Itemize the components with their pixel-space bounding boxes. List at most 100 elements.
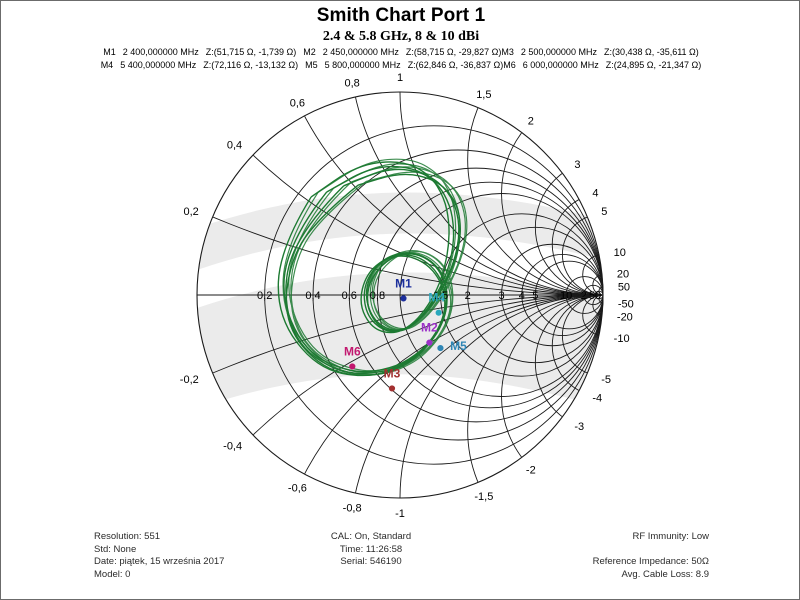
chart-marker-M1[interactable]: M1 <box>395 276 412 302</box>
marker-readout-M5-freq: 5 800,000000 MHz <box>324 60 401 70</box>
reactance-tick--0,8: -0,8 <box>343 503 362 515</box>
marker-readout-M2: M2 2 450,000000 MHz Z:(58,715 Ω, -29,827 Ω… <box>303 47 501 57</box>
footer-model: Model: 0 <box>94 568 131 580</box>
reactance-tick-4: 4 <box>592 187 598 199</box>
marker-label-M3[interactable]: M3 <box>384 366 401 380</box>
reactance-arc-50 <box>598 286 603 296</box>
resistance-tick-0,8: 0,8 <box>370 290 385 302</box>
reactance-arc--5 <box>561 294 603 377</box>
reactance-tick-3: 3 <box>574 159 580 171</box>
marker-label-M1[interactable]: M1 <box>395 276 412 290</box>
marker-readout-M4: M4 5 400,000000 MHz Z:(72,116 Ω, -13,132 Ω… <box>101 60 298 70</box>
reactance-arc-10 <box>582 253 603 296</box>
marker-label-M6[interactable]: M6 <box>344 344 361 358</box>
resistance-tick-0,4: 0,4 <box>305 290 320 302</box>
footer-serial: Serial: 546190 <box>340 556 402 568</box>
marker-label-M4[interactable]: M4 <box>428 291 445 305</box>
marker-dot-M5[interactable] <box>437 344 444 352</box>
marker-readout-M1: M1 2 400,000000 MHz Z:(51,715 Ω, -1,739 Ω) <box>103 47 296 57</box>
chart-marker-M5[interactable]: M5 <box>437 339 467 353</box>
resistance-tick-0,2: 0,2 <box>257 290 272 302</box>
chart-markers[interactable]: M1 M2 M3 M4 M5 M6 <box>344 276 467 392</box>
reactance-arc-4 <box>551 193 603 296</box>
reactance-arc-3 <box>534 159 603 296</box>
page-subtitle: 2.4 & 5.8 GHz, 8 & 10 dBi <box>322 29 480 44</box>
marker-readout-M3: M3 2 500,000000 MHz Z:(30,438 Ω, -35,611 Ω… <box>501 47 698 57</box>
reactance-arc--1.5 <box>467 294 603 498</box>
reactance-arc-1.5 <box>467 92 603 296</box>
marker-dot-M3[interactable] <box>388 385 396 392</box>
reactance-tick--1,5: -1,5 <box>474 491 493 503</box>
chart-marker-M4[interactable]: M4 <box>428 291 445 316</box>
reactance-tick--1: -1 <box>395 508 405 520</box>
reactance-arc-20 <box>592 274 603 296</box>
resistance-tick-3: 3 <box>498 290 504 302</box>
marker-readout-M6: M6 6 000,000000 MHz Z:(24,895 Ω, -21,347 Ω… <box>503 60 701 70</box>
reactance-arc--2 <box>501 294 603 498</box>
footer-middle-column: CAL: On, Standard Time: 11:26:58 Serial:… <box>271 531 471 569</box>
reactance-tick--4: -4 <box>592 393 602 405</box>
resistance-tick-1,5: 1,5 <box>433 290 448 302</box>
footer-std: Std: None <box>94 543 137 555</box>
reactance-tick-0,6: 0,6 <box>290 98 305 110</box>
marker-readout-row-1: M1 2 400,000000 MHz Z:(51,715 Ω, -1,739 Ω)… <box>1 46 799 59</box>
reactance-arc--20 <box>592 294 603 316</box>
reactance-tick--2: -2 <box>526 464 536 476</box>
reactance-tick-10: 10 <box>614 247 626 259</box>
trace-2 <box>277 161 450 377</box>
marker-readout-row-2: M4 5 400,000000 MHz Z:(72,116 Ω, -13,132 Ω… <box>1 59 799 72</box>
footer-time: Time: 11:26:58 <box>339 543 403 555</box>
smith-chart-svg[interactable]: 0,2 0,4 0,6 0,8 1,5 2 3 4 5 10 2 500,2-0,20,4-0,40,… <box>1 73 800 528</box>
resistance-tick-5: 5 <box>532 290 538 302</box>
marker-label-M2[interactable]: M2 <box>421 321 438 335</box>
reactance-tick--3: -3 <box>574 421 584 433</box>
smith-chart-plot-area[interactable]: 0,2 0,4 0,6 0,8 1,5 2 3 4 5 10 2 50 0,2 -0,2 0,4 -0,4 0,… <box>1 73 800 528</box>
marker-readout-M3-id: M3 <box>501 47 514 57</box>
marker-readout-block: M1 2 400,000000 MHz Z:(51,715 Ω, -1,739 Ω)… <box>1 46 799 72</box>
reactance-tick-50: 50 <box>618 281 630 293</box>
chart-marker-M2[interactable]: M2 <box>421 321 438 346</box>
status-footer: Resolution: 551 Std: None Date: piątek, … <box>1 531 799 595</box>
resistance-tick-4: 4 <box>519 290 525 302</box>
resistance-tick-10: 10 <box>560 290 572 302</box>
marker-label-M5[interactable]: M5 <box>450 339 467 353</box>
footer-date: Date: piątek, 15 września 2017 <box>94 556 225 568</box>
marker-readout-M1-z: Z:(51,715 Ω, -1,739 Ω) <box>205 47 297 57</box>
reactance-arc--4 <box>551 294 603 397</box>
trace-3 <box>285 173 461 376</box>
footer-left-column: Resolution: 551 Std: None Date: piątek, … <box>94 531 224 581</box>
marker-dot-M6[interactable] <box>349 363 356 370</box>
marker-readout-M2-z: Z:(58,715 Ω, -29,827 Ω) <box>405 47 502 57</box>
resistance-tick-2: 2 <box>581 290 587 302</box>
reactance-arc--3 <box>534 294 603 431</box>
marker-readout-M4-freq: 5 400,000000 MHz <box>120 60 197 70</box>
chart-marker-M3[interactable]: M3 <box>384 366 401 392</box>
reactance-tick-0,4: 0,4 <box>227 140 242 152</box>
chart-watermark <box>197 192 603 415</box>
reactance-tick--5: -5 <box>601 374 611 386</box>
marker-readout-M6-freq: 6 000,000000 MHz <box>522 60 599 70</box>
marker-readout-M1-id: M1 <box>103 47 116 57</box>
trace-0 <box>283 165 455 373</box>
marker-readout-M6-z: Z:(24,895 Ω, -21,347 Ω) <box>605 60 702 70</box>
chart-marker-M6[interactable]: M6 <box>344 344 361 370</box>
reactance-tick--20: -20 <box>617 312 633 324</box>
marker-readout-M6-id: M6 <box>503 60 516 70</box>
marker-dot-M2[interactable] <box>426 339 433 346</box>
footer-avg-cable-loss: Avg. Cable Loss: 8.9 <box>621 568 710 580</box>
chart-axis-labels: 0,2 0,4 0,6 0,8 1,5 2 3 4 5 10 2 500,2-0,20,4-0,40,… <box>180 73 634 520</box>
footer-resolution: Resolution: 551 <box>94 531 161 542</box>
reactance-tick-0,2: 0,2 <box>183 206 198 218</box>
trace-1 <box>285 168 460 375</box>
marker-readout-M5-id: M5 <box>305 60 318 70</box>
resistance-tick-0,6: 0,6 <box>342 290 357 302</box>
marker-readout-M1-freq: 2 400,000000 MHz <box>122 47 199 57</box>
marker-dot-M4[interactable] <box>435 309 442 316</box>
marker-readout-M4-id: M4 <box>100 60 114 70</box>
reactance-tick--10: -10 <box>614 333 630 345</box>
marker-dot-M1[interactable] <box>400 295 407 302</box>
marker-readout-M4-z: Z:(72,116 Ω, -13,132 Ω) <box>203 60 299 70</box>
reactance-arc-2 <box>501 92 603 296</box>
reactance-tick-1: 1 <box>397 73 403 84</box>
